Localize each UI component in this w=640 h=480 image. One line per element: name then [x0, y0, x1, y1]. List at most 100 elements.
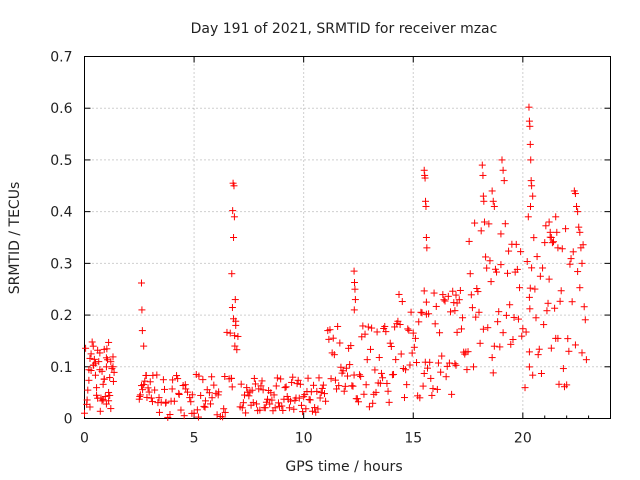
- axis-ticks: 0 5 10 15 20 0 0.1 0.2 0.3 0.4 0.5 0.6 0.7: [50, 50, 611, 447]
- data-point: [162, 398, 170, 406]
- data-point: [221, 408, 229, 416]
- data-point: [354, 398, 362, 406]
- data-point: [436, 329, 444, 337]
- data-point: [465, 237, 473, 245]
- data-point: [207, 400, 215, 408]
- data-point: [528, 264, 536, 272]
- data-point: [526, 122, 534, 130]
- data-point: [417, 308, 425, 316]
- data-point: [88, 338, 96, 346]
- data-point: [138, 306, 146, 314]
- data-point: [100, 345, 108, 353]
- data-point: [136, 392, 144, 400]
- data-point: [429, 385, 437, 393]
- data-point: [154, 399, 162, 407]
- data-point: [390, 370, 398, 378]
- data-point: [472, 313, 480, 321]
- y-tick-label: 0.5: [50, 153, 72, 169]
- data-point: [461, 350, 469, 358]
- data-point: [565, 347, 573, 355]
- data-point: [289, 373, 297, 381]
- data-point: [421, 174, 429, 182]
- data-point: [433, 385, 441, 393]
- y-tick-label: 0.3: [50, 256, 72, 272]
- grid-lines: [84, 56, 611, 419]
- data-point: [476, 339, 484, 347]
- data-point: [102, 363, 110, 371]
- data-point: [231, 296, 239, 304]
- data-point: [498, 156, 506, 164]
- data-point: [304, 374, 312, 382]
- data-point: [580, 303, 588, 311]
- data-point: [239, 399, 247, 407]
- data-point: [527, 156, 535, 164]
- data-point: [487, 278, 495, 286]
- data-point: [342, 364, 350, 372]
- y-tick-label: 0.6: [50, 101, 72, 117]
- data-point: [90, 355, 98, 363]
- data-point: [488, 354, 496, 362]
- data-point: [358, 333, 366, 341]
- data-point: [337, 363, 345, 371]
- data-point: [220, 405, 228, 413]
- data-point: [348, 382, 356, 390]
- data-point: [530, 234, 538, 242]
- data-point: [479, 171, 487, 179]
- data-point: [410, 343, 418, 351]
- data-point: [256, 406, 264, 414]
- data-point: [579, 241, 587, 249]
- data-point: [517, 248, 525, 256]
- data-point: [396, 321, 404, 329]
- data-point: [362, 381, 370, 389]
- data-point: [552, 213, 560, 221]
- data-point: [540, 321, 548, 329]
- data-point: [341, 382, 349, 390]
- chart-title: Day 191 of 2021, SRMTID for receiver mza…: [191, 21, 498, 37]
- data-point: [174, 375, 182, 383]
- data-point: [159, 376, 167, 384]
- data-point: [350, 267, 358, 275]
- data-point: [377, 369, 385, 377]
- data-point: [234, 332, 242, 340]
- data-point: [85, 376, 93, 384]
- x-tick-label: 5: [190, 431, 199, 447]
- data-point: [551, 304, 559, 312]
- data-point: [274, 399, 282, 407]
- data-point: [89, 342, 97, 350]
- data-point: [318, 384, 326, 392]
- data-point: [440, 296, 448, 304]
- data-point: [199, 376, 207, 384]
- data-point: [555, 380, 563, 388]
- data-point: [360, 390, 368, 398]
- data-point: [243, 384, 251, 392]
- data-point: [140, 342, 148, 350]
- data-point: [457, 325, 465, 333]
- data-point: [311, 404, 319, 412]
- data-point: [409, 329, 417, 337]
- data-point: [502, 311, 510, 319]
- data-point: [334, 322, 342, 330]
- data-point: [500, 177, 508, 185]
- data-point: [201, 403, 209, 411]
- data-point: [379, 374, 387, 382]
- data-point: [545, 275, 553, 283]
- data-point: [369, 399, 377, 407]
- data-point: [137, 279, 145, 287]
- data-point: [531, 285, 539, 293]
- data-point: [205, 389, 213, 397]
- data-point: [99, 380, 107, 388]
- data-point: [307, 388, 315, 396]
- data-point: [541, 239, 549, 247]
- data-point: [442, 373, 450, 381]
- data-point: [480, 197, 488, 205]
- data-point: [547, 344, 555, 352]
- data-point: [315, 374, 323, 382]
- data-point: [282, 383, 290, 391]
- data-point: [302, 405, 310, 413]
- data-point: [305, 396, 313, 404]
- data-point: [386, 339, 394, 347]
- data-point: [422, 234, 430, 241]
- data-point: [338, 369, 346, 377]
- data-point: [230, 213, 238, 221]
- data-point: [110, 368, 118, 376]
